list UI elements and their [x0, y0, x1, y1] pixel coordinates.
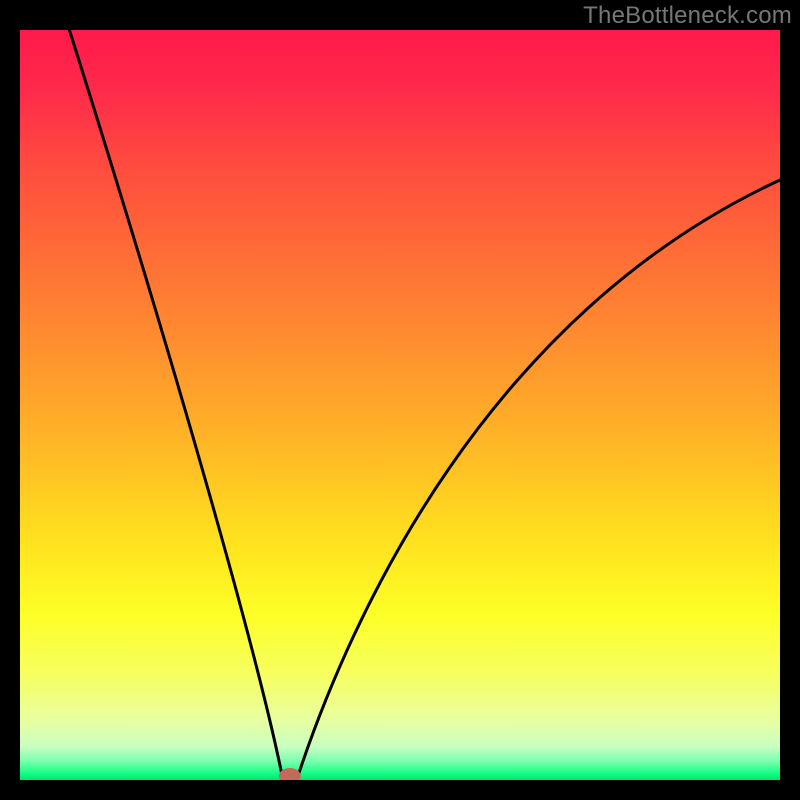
chart-gradient-bg [20, 30, 780, 780]
chart-border-left [0, 0, 20, 800]
watermark-text: TheBottleneck.com [583, 2, 792, 30]
chart-frame: TheBottleneck.com [0, 0, 800, 800]
bottleneck-chart [0, 0, 800, 800]
chart-border-right [780, 0, 800, 800]
chart-border-bottom [0, 780, 800, 800]
